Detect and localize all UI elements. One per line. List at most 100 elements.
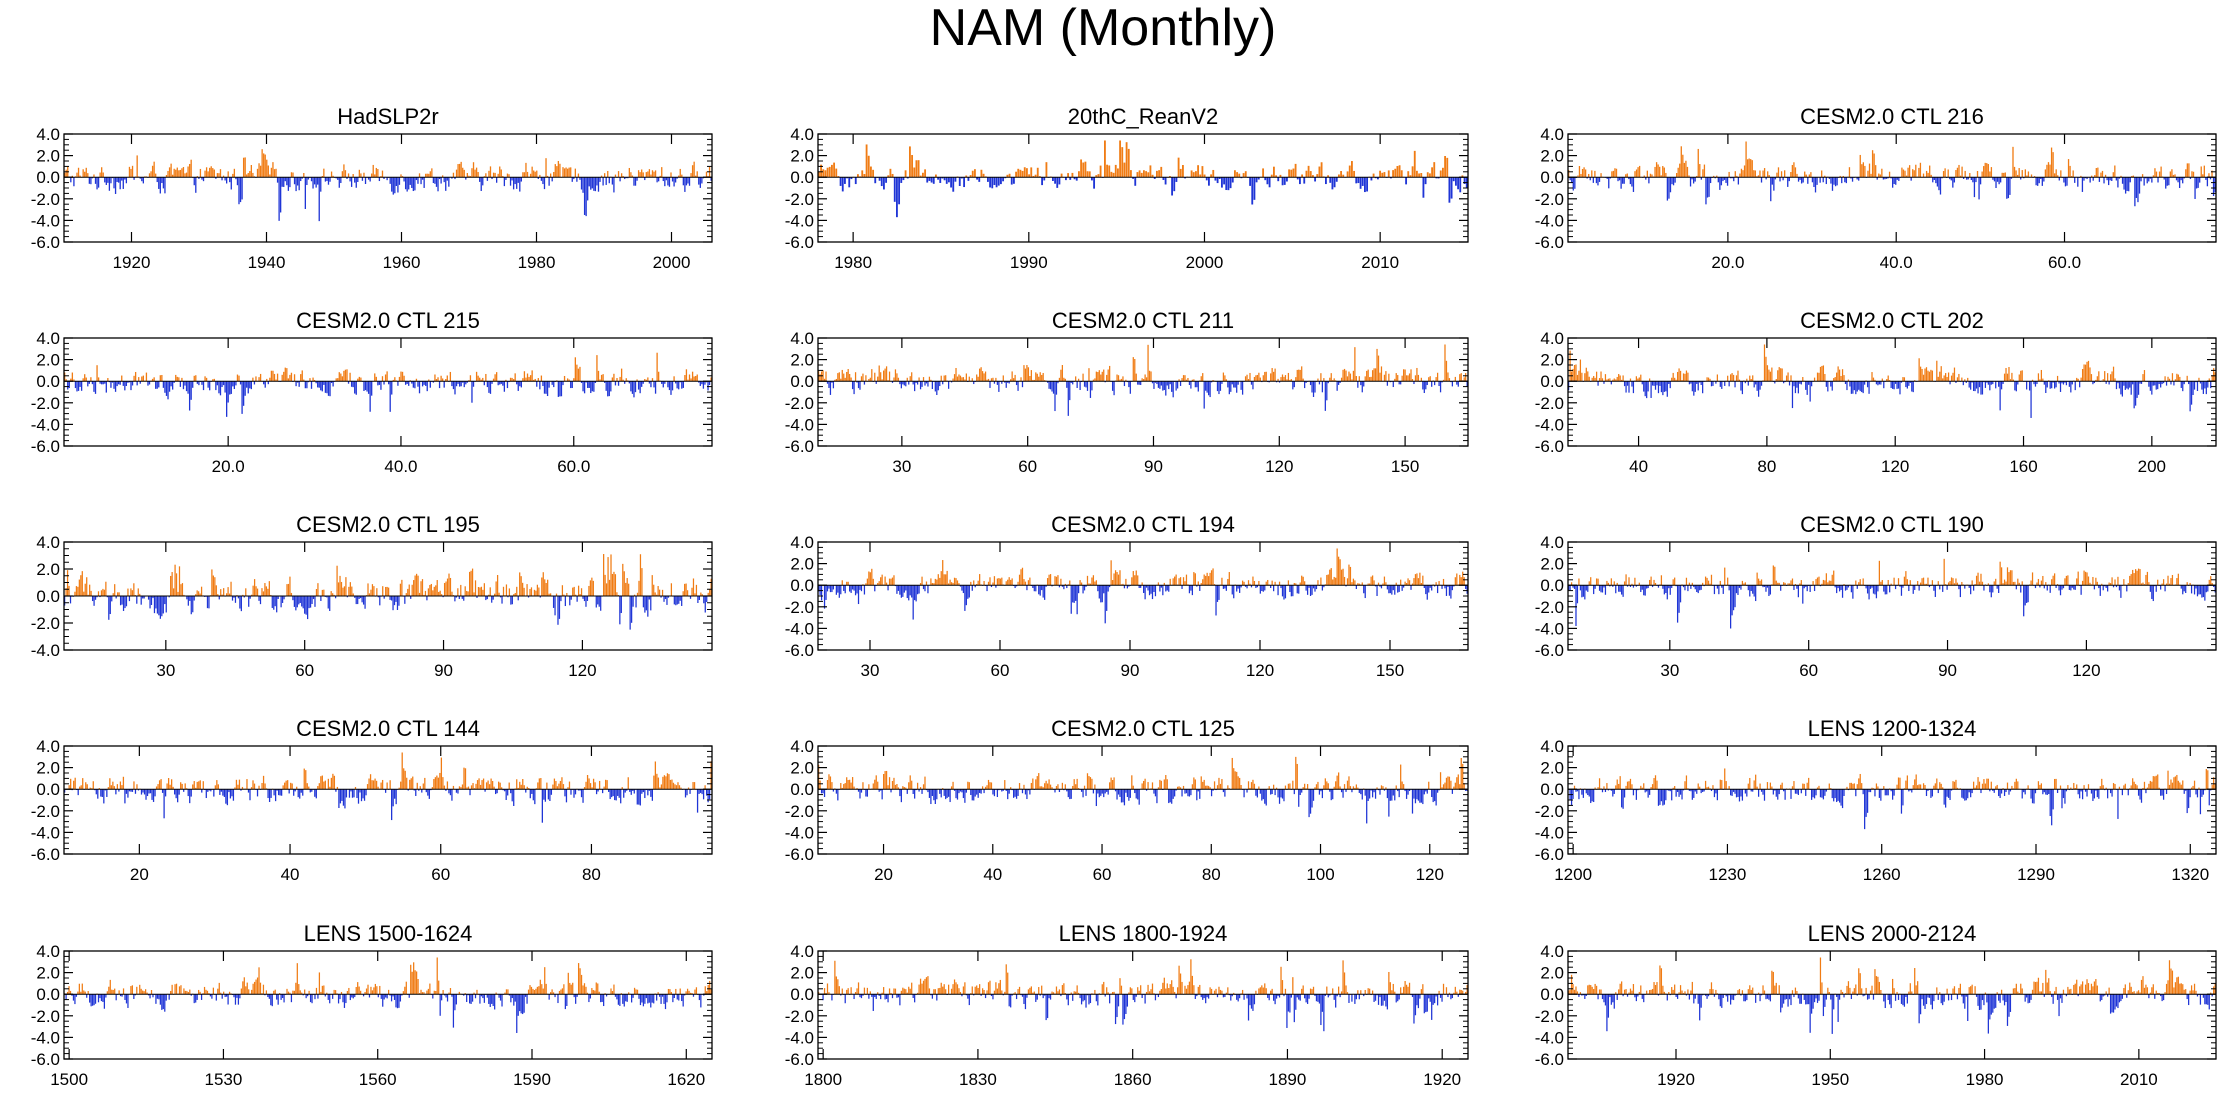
- bar: [360, 377, 362, 382]
- bar: [250, 165, 252, 178]
- bar: [905, 381, 907, 387]
- bar: [1635, 376, 1637, 382]
- bar: [505, 379, 507, 382]
- bar: [240, 596, 242, 612]
- bar: [989, 782, 991, 790]
- bar: [1737, 585, 1739, 595]
- bar: [1998, 585, 2000, 593]
- bar: [94, 177, 97, 184]
- bar: [1283, 177, 1286, 185]
- bar: [1646, 381, 1648, 399]
- bar: [1097, 585, 1099, 592]
- bar: [80, 381, 83, 391]
- bar: [1757, 175, 1760, 178]
- bar: [1755, 585, 1757, 602]
- bar: [388, 381, 390, 385]
- bar: [1928, 371, 1931, 382]
- bar: [1884, 585, 1886, 595]
- bar: [2163, 177, 2165, 180]
- bar: [665, 776, 667, 790]
- bar: [256, 588, 259, 596]
- bar: [523, 371, 526, 382]
- bar: [1768, 369, 1770, 382]
- bar: [2038, 177, 2040, 184]
- bar: [666, 596, 668, 605]
- bar: [679, 168, 681, 178]
- bar: [416, 782, 418, 790]
- bar: [580, 177, 583, 190]
- bar: [140, 596, 142, 605]
- bar: [2004, 172, 2006, 178]
- bar: [1100, 374, 1102, 382]
- bar: [1188, 585, 1191, 594]
- bar: [576, 364, 578, 382]
- bar: [1409, 175, 1412, 178]
- bar: [345, 789, 348, 798]
- bar: [1813, 585, 1816, 592]
- bar: [993, 576, 996, 586]
- bar: [487, 780, 489, 790]
- bar: [936, 381, 938, 396]
- bar: [623, 571, 625, 596]
- bar: [429, 584, 431, 596]
- bar: [1725, 177, 1727, 183]
- bar: [2182, 381, 2184, 392]
- bar: [332, 593, 334, 596]
- bar: [2095, 577, 2097, 586]
- bar: [1709, 378, 1711, 382]
- bar: [1833, 177, 1835, 185]
- axes-frame: [63, 337, 713, 447]
- bar: [1935, 177, 1937, 184]
- bar: [2052, 575, 2054, 586]
- bar: [548, 177, 550, 186]
- bar: [1811, 177, 1814, 183]
- bar: [2007, 177, 2010, 199]
- bar: [1113, 381, 1115, 396]
- bar: [1253, 580, 1256, 586]
- y-tick-label: -6.0: [31, 437, 60, 456]
- bar: [507, 596, 509, 598]
- bar: [178, 566, 181, 596]
- bar: [511, 377, 513, 382]
- bar: [171, 779, 173, 790]
- bar: [1724, 567, 1726, 586]
- bar: [1776, 172, 1778, 178]
- bar: [193, 177, 195, 186]
- bar: [608, 381, 610, 397]
- bar: [415, 789, 417, 796]
- bar: [1936, 177, 1939, 187]
- bar: [381, 376, 384, 382]
- bar: [632, 596, 634, 607]
- bar: [1625, 574, 1627, 586]
- bar: [2190, 381, 2193, 405]
- bar: [638, 580, 640, 596]
- bar: [573, 177, 575, 180]
- bar: [653, 584, 655, 596]
- bar: [1945, 584, 1947, 586]
- bar: [240, 789, 242, 791]
- bar: [1896, 381, 1898, 389]
- bar: [234, 787, 236, 790]
- bar: [321, 589, 323, 596]
- bar: [2057, 175, 2059, 178]
- bar: [2168, 378, 2171, 382]
- bar: [225, 789, 227, 804]
- bar: [398, 376, 401, 382]
- x-tick-label: 1990: [1010, 253, 1048, 272]
- bar: [644, 789, 646, 799]
- bar: [1895, 177, 1897, 185]
- bar: [128, 166, 131, 178]
- bar: [691, 587, 693, 596]
- y-tick-label: 0.0: [790, 372, 814, 391]
- bar: [474, 580, 477, 596]
- bar: [672, 782, 675, 790]
- bar: [431, 787, 433, 790]
- y-tick-label: 2.0: [790, 351, 814, 370]
- bar: [618, 789, 620, 798]
- bar: [1057, 784, 1059, 790]
- bar: [934, 789, 936, 804]
- bar: [239, 177, 242, 203]
- x-tick-label: 40: [1629, 457, 1648, 476]
- bar: [2154, 381, 2156, 386]
- bar: [2208, 579, 2210, 586]
